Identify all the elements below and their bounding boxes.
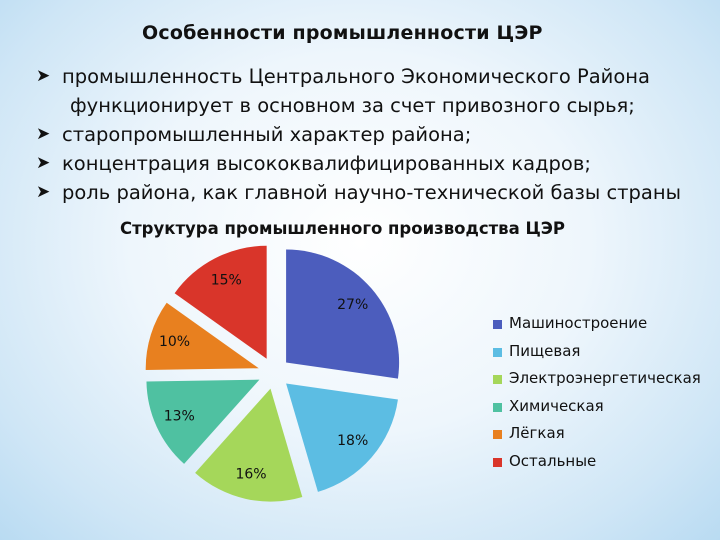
pie-slice-label: 10% <box>159 334 190 350</box>
pie-slice-label: 18% <box>337 433 368 449</box>
legend-swatch <box>493 375 502 384</box>
legend-item: Машиностроение <box>493 314 701 342</box>
pie-slice-5 <box>145 302 259 371</box>
bullet-text-continued: функционирует в основном за счет привозн… <box>70 94 635 117</box>
arrow-bullet-icon: ➤ <box>36 124 51 144</box>
arrow-bullet-icon: ➤ <box>36 153 51 173</box>
bullet-text: промышленность Центрального Экономическо… <box>62 65 650 88</box>
pie-slice-label: 27% <box>337 297 368 313</box>
chart-title: Структура промышленного производства ЦЭР <box>120 219 566 238</box>
pie-slice-6 <box>174 245 267 359</box>
legend-item: Лёгкая <box>493 424 701 452</box>
legend-swatch <box>493 430 502 439</box>
pie-slice-label: 16% <box>235 467 266 483</box>
bullet-list: ➤ промышленность Центрального Экономичес… <box>36 62 720 207</box>
legend-swatch <box>493 320 502 329</box>
arrow-bullet-icon: ➤ <box>36 66 51 86</box>
legend-label: Электроэнергетическая <box>509 369 701 387</box>
bullet-item: ➤ промышленность Центрального Экономичес… <box>36 62 720 120</box>
pie-slice-label: 15% <box>211 272 242 288</box>
legend-swatch <box>493 347 502 357</box>
legend-item: Остальные <box>493 452 701 480</box>
bullet-item: ➤ старопромышленный характер района; <box>36 120 720 149</box>
legend-item: Пищевая <box>493 342 701 370</box>
pie-slice-label: 13% <box>164 408 195 424</box>
arrow-bullet-icon: ➤ <box>36 182 51 202</box>
bullet-text: роль района, как главной научно-техничес… <box>62 181 682 204</box>
pie-slice-2 <box>286 383 398 492</box>
legend-item: Электроэнергетическая <box>493 369 701 397</box>
legend-label: Пищевая <box>509 341 581 360</box>
legend-item: Химическая <box>493 397 701 425</box>
legend-swatch <box>493 457 502 467</box>
pie-slice-4 <box>146 379 260 464</box>
slide-title: Особенности промышленности ЦЭР <box>142 22 543 44</box>
legend-label: Химическая <box>509 396 604 415</box>
pie-slice-3 <box>195 388 303 502</box>
legend-swatch <box>493 402 502 412</box>
legend-label: Остальные <box>509 451 597 470</box>
bullet-text: старопромышленный характер района; <box>62 123 472 146</box>
chart-legend: Машиностроение Пищевая Электроэнергетическ… <box>493 314 701 479</box>
bullet-item: ➤ концентрация высококвалифицированных к… <box>36 149 720 178</box>
bullet-text: концентрация высококвалифицированных кад… <box>62 152 591 175</box>
legend-label: Лёгкая <box>509 424 565 442</box>
bullet-item: ➤ роль района, как главной научно-технич… <box>36 178 720 207</box>
legend-label: Машиностроение <box>509 314 648 332</box>
pie-slice-1 <box>286 249 400 379</box>
